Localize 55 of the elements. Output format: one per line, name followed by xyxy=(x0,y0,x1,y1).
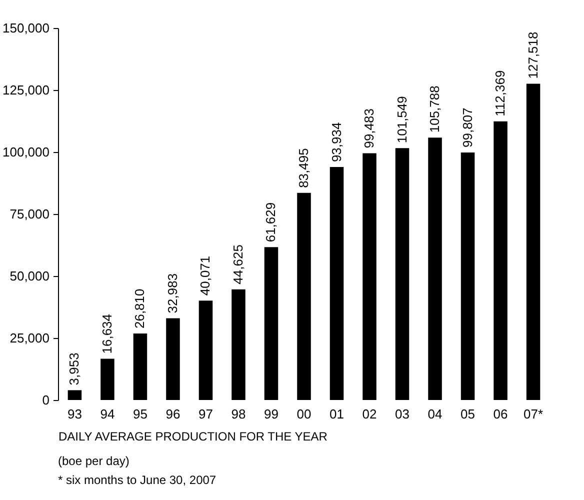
bar xyxy=(232,289,246,400)
y-tick-label: 50,000 xyxy=(10,268,50,284)
y-tick-label: 100,000 xyxy=(2,144,50,160)
data-label: 101,549 xyxy=(394,96,410,144)
bar xyxy=(100,358,114,400)
x-tick-label: 05 xyxy=(460,406,476,422)
data-label: 93,934 xyxy=(328,122,344,162)
x-tick-label: 95 xyxy=(132,406,148,422)
text: * six months to June 30, 2007 xyxy=(58,472,218,489)
data-label: 32,983 xyxy=(164,273,180,314)
y-tick-label: 25,000 xyxy=(10,330,50,346)
x-tick-label: 07* xyxy=(524,406,544,422)
x-tick-label: 03 xyxy=(395,406,410,422)
x-tick-label: 94 xyxy=(100,406,115,422)
x-tick-label: 01 xyxy=(330,406,344,422)
data-label: 3,953 xyxy=(66,352,82,386)
x-axis-title: DAILY AVERAGE PRODUCTION FOR THE YEAR xyxy=(58,430,328,444)
x-tick-label: 93 xyxy=(67,406,82,422)
x-tick-label: 02 xyxy=(362,406,377,422)
bar xyxy=(68,390,82,400)
bar xyxy=(330,167,344,400)
data-label: 112,369 xyxy=(492,70,508,116)
x-tick-label: 97 xyxy=(198,406,213,422)
bar xyxy=(297,192,311,400)
x-tick-label: 98 xyxy=(231,406,246,422)
y-tick-label: 75,000 xyxy=(10,206,50,222)
bar xyxy=(494,121,508,400)
data-label: 83,495 xyxy=(296,148,311,188)
data-label: 99,807 xyxy=(460,108,475,148)
bar xyxy=(526,84,540,400)
x-tick-label: 96 xyxy=(166,406,180,422)
bar xyxy=(395,148,410,400)
data-label: 40,071 xyxy=(198,256,213,296)
data-label: 44,625 xyxy=(230,244,246,284)
data-label: 16,634 xyxy=(99,314,114,354)
bar xyxy=(264,247,278,400)
bar xyxy=(460,152,475,400)
bar xyxy=(166,318,180,400)
data-label: 61,629 xyxy=(263,202,278,242)
x-tick-label: 04 xyxy=(428,406,442,422)
data-label: 105,788 xyxy=(427,86,442,133)
y-tick-label: 0 xyxy=(42,392,50,408)
data-label: 26,810 xyxy=(132,288,148,329)
bar xyxy=(198,300,213,400)
y-tick-label: 150,000 xyxy=(2,20,50,36)
data-label: 99,483 xyxy=(362,108,377,148)
data-label: 127,518 xyxy=(525,32,540,79)
bar xyxy=(133,334,148,400)
text: (boe per day) xyxy=(58,453,130,470)
bar xyxy=(428,138,442,400)
x-tick-label: 99 xyxy=(264,406,278,422)
y-tick-label: 125,000 xyxy=(2,82,50,98)
bar xyxy=(362,153,376,400)
x-tick-label: 00 xyxy=(296,406,312,422)
x-tick-label: 06 xyxy=(493,406,508,422)
